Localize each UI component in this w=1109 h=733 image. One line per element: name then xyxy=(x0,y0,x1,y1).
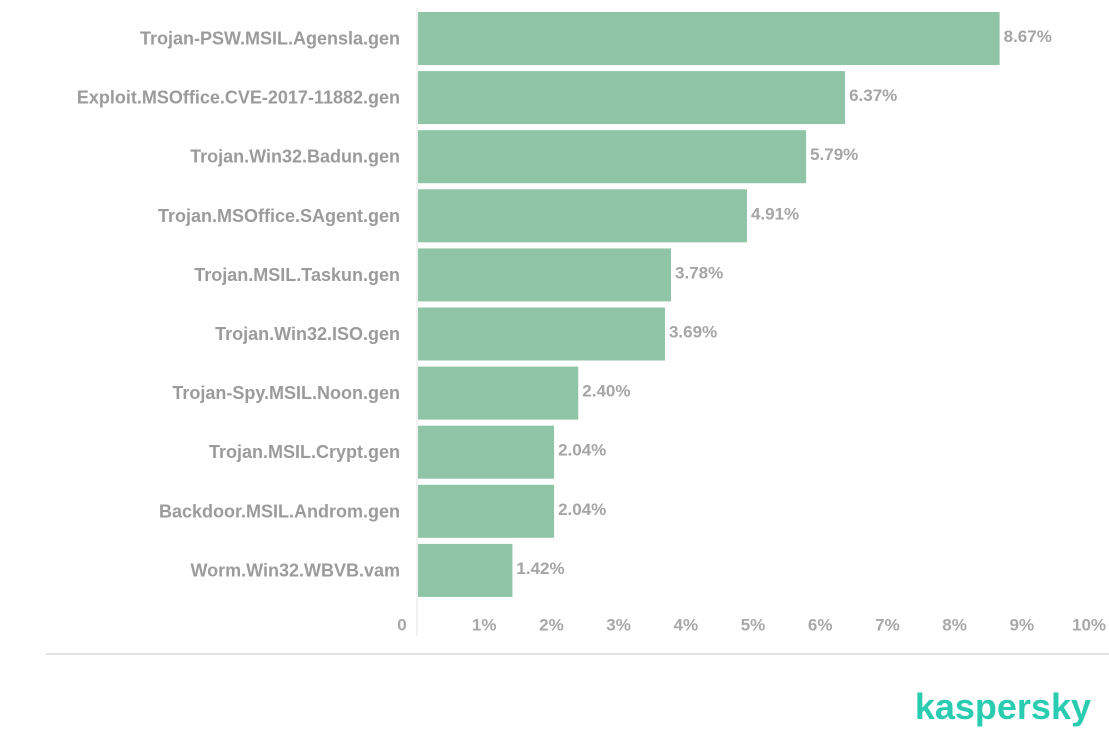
x-tick-label: 3% xyxy=(606,616,631,635)
bar xyxy=(418,12,1000,65)
data-label: 4.91% xyxy=(751,204,799,223)
x-tick-label: 5% xyxy=(741,616,766,635)
category-label: Trojan.MSIL.Crypt.gen xyxy=(209,442,400,462)
category-label: Trojan.Win32.ISO.gen xyxy=(215,324,400,344)
data-label: 5.79% xyxy=(810,145,858,164)
x-tick-label: 1% xyxy=(472,616,497,635)
data-label: 1.42% xyxy=(516,559,564,578)
data-label: 2.04% xyxy=(558,500,606,519)
category-label: Worm.Win32.WBVB.vam xyxy=(190,560,400,580)
bar xyxy=(418,71,846,125)
x-tick-labels: 0 1% 2% 3% 4% 5% 6% 7% 8% 9% 10% xyxy=(397,616,1106,635)
x-tick-label: 8% xyxy=(942,616,967,635)
bar xyxy=(418,366,579,420)
x-tick-label: 7% xyxy=(875,616,900,635)
bar xyxy=(418,425,555,479)
category-labels: Trojan-PSW.MSIL.Agensla.gen Exploit.MSOff… xyxy=(77,29,400,581)
data-label: 8.67% xyxy=(1004,27,1052,46)
value-labels: 8.67% 6.37% 5.79% 4.91% 3.78% 3.69% 2.40% 2.04%… xyxy=(516,27,1051,578)
category-label: Trojan-PSW.MSIL.Agensla.gen xyxy=(140,29,400,49)
category-label: Trojan.Win32.Badun.gen xyxy=(190,147,400,167)
data-label: 2.40% xyxy=(582,382,630,401)
category-label: Trojan.MSOffice.SAgent.gen xyxy=(158,206,400,226)
x-tick-label: 2% xyxy=(539,616,564,635)
category-label: Backdoor.MSIL.Androm.gen xyxy=(159,501,400,521)
x-tick-label: 9% xyxy=(1010,616,1035,635)
x-tick-label: 10% xyxy=(1072,616,1106,635)
bar xyxy=(418,543,513,597)
category-label: Trojan.MSIL.Taskun.gen xyxy=(194,265,400,285)
data-label: 3.69% xyxy=(669,323,717,342)
x-tick-label: 4% xyxy=(674,616,699,635)
data-label: 6.37% xyxy=(849,86,897,105)
data-label: 2.04% xyxy=(558,441,606,460)
bar xyxy=(418,484,555,538)
bars xyxy=(418,12,1000,597)
x-tick-label: 0 xyxy=(397,616,406,635)
data-label: 3.78% xyxy=(675,263,723,282)
bar xyxy=(418,307,665,361)
bar xyxy=(418,248,672,302)
category-label: Trojan-Spy.MSIL.Noon.gen xyxy=(172,383,400,403)
bar xyxy=(418,130,807,184)
category-label: Exploit.MSOffice.CVE-2017-11882.gen xyxy=(77,88,400,108)
bar xyxy=(418,189,747,243)
x-tick-label: 6% xyxy=(808,616,833,635)
kaspersky-logo: kaspersky xyxy=(914,686,1091,727)
